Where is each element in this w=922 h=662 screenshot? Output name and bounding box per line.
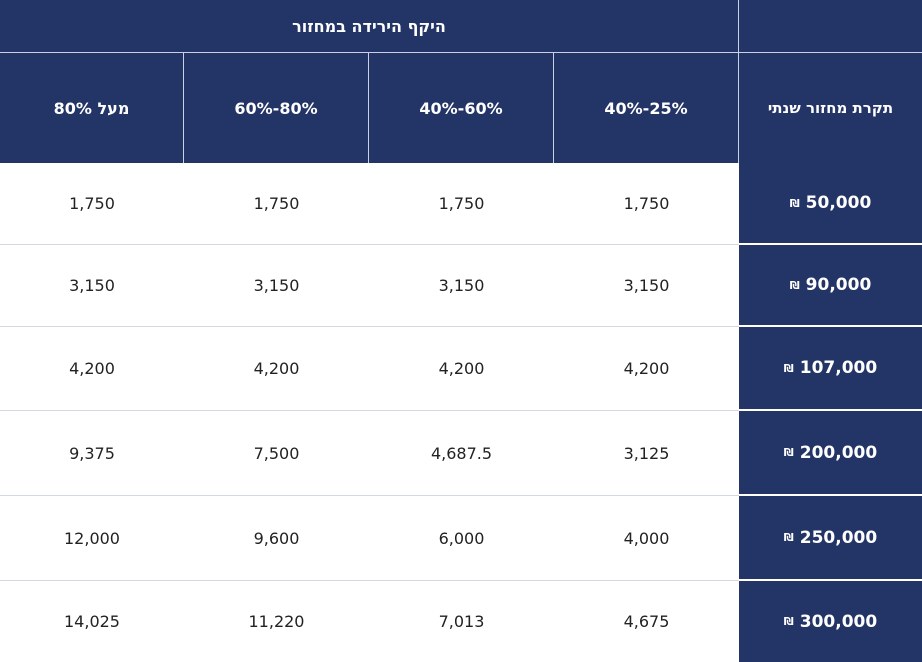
table-cell: 6,000 [369,496,554,581]
table-cell: 7,013 [369,581,554,662]
table-cell: 4,200 [554,327,739,411]
table-cell: 3,125 [554,411,739,496]
column-header-label: 40%-25% [604,98,688,118]
turnover-row-header: ₪ 50,000 [739,163,922,245]
group-header-label: היקף הירידה במחזור [292,16,446,36]
table-cell: 1,750 [554,163,739,245]
turnover-row-header: ₪ 90,000 [739,245,922,327]
turnover-cap-header: תקרת מחזור שנתי [739,53,922,163]
turnover-row-header: ₪ 250,000 [739,496,922,581]
table-cell: 1,750 [0,163,184,245]
table-cell: 7,500 [184,411,369,496]
column-header-label: מעל 80% [53,98,130,118]
corner-header-cell [739,0,922,53]
shekel-icon: ₪ [783,446,794,459]
turnover-row-header: ₪ 200,000 [739,411,922,496]
table-cell: 4,000 [554,496,739,581]
table-cell: 4,200 [184,327,369,411]
table-cell: 4,675 [554,581,739,662]
table-cell: 9,375 [0,411,184,496]
turnover-row-header: ₪ 300,000 [739,581,922,662]
table-cell: 1,750 [184,163,369,245]
shekel-icon: ₪ [789,278,800,292]
column-header-60-80: 60%-80% [184,53,369,163]
table-cell: 14,025 [0,581,184,662]
table-cell: 3,150 [184,245,369,327]
table-cell: 4,200 [369,327,554,411]
table-cell: 9,600 [184,496,369,581]
shekel-icon: ₪ [783,531,794,544]
turnover-cap-label: תקרת מחזור שנתי [767,99,894,117]
column-header-above-80: מעל 80% [0,53,184,163]
turnover-decline-group-header: היקף הירידה במחזור [0,0,739,53]
column-header-label: 60%-80% [234,98,318,118]
turnover-row-header: ₪ 107,000 [739,327,922,411]
shekel-icon: ₪ [783,361,794,375]
table-cell: 4,687.5 [369,411,554,496]
table-cell: 3,150 [554,245,739,327]
table-cell: 12,000 [0,496,184,581]
table-cell: 3,150 [0,245,184,327]
table-cell: 11,220 [184,581,369,662]
shekel-icon: ₪ [783,615,794,628]
table-cell: 3,150 [369,245,554,327]
table-cell: 4,200 [0,327,184,411]
shekel-icon: ₪ [789,196,800,210]
column-header-25-40: 40%-25% [554,53,739,163]
table-cell: 1,750 [369,163,554,245]
column-header-label: 40%-60% [419,98,503,118]
column-header-40-60: 40%-60% [369,53,554,163]
